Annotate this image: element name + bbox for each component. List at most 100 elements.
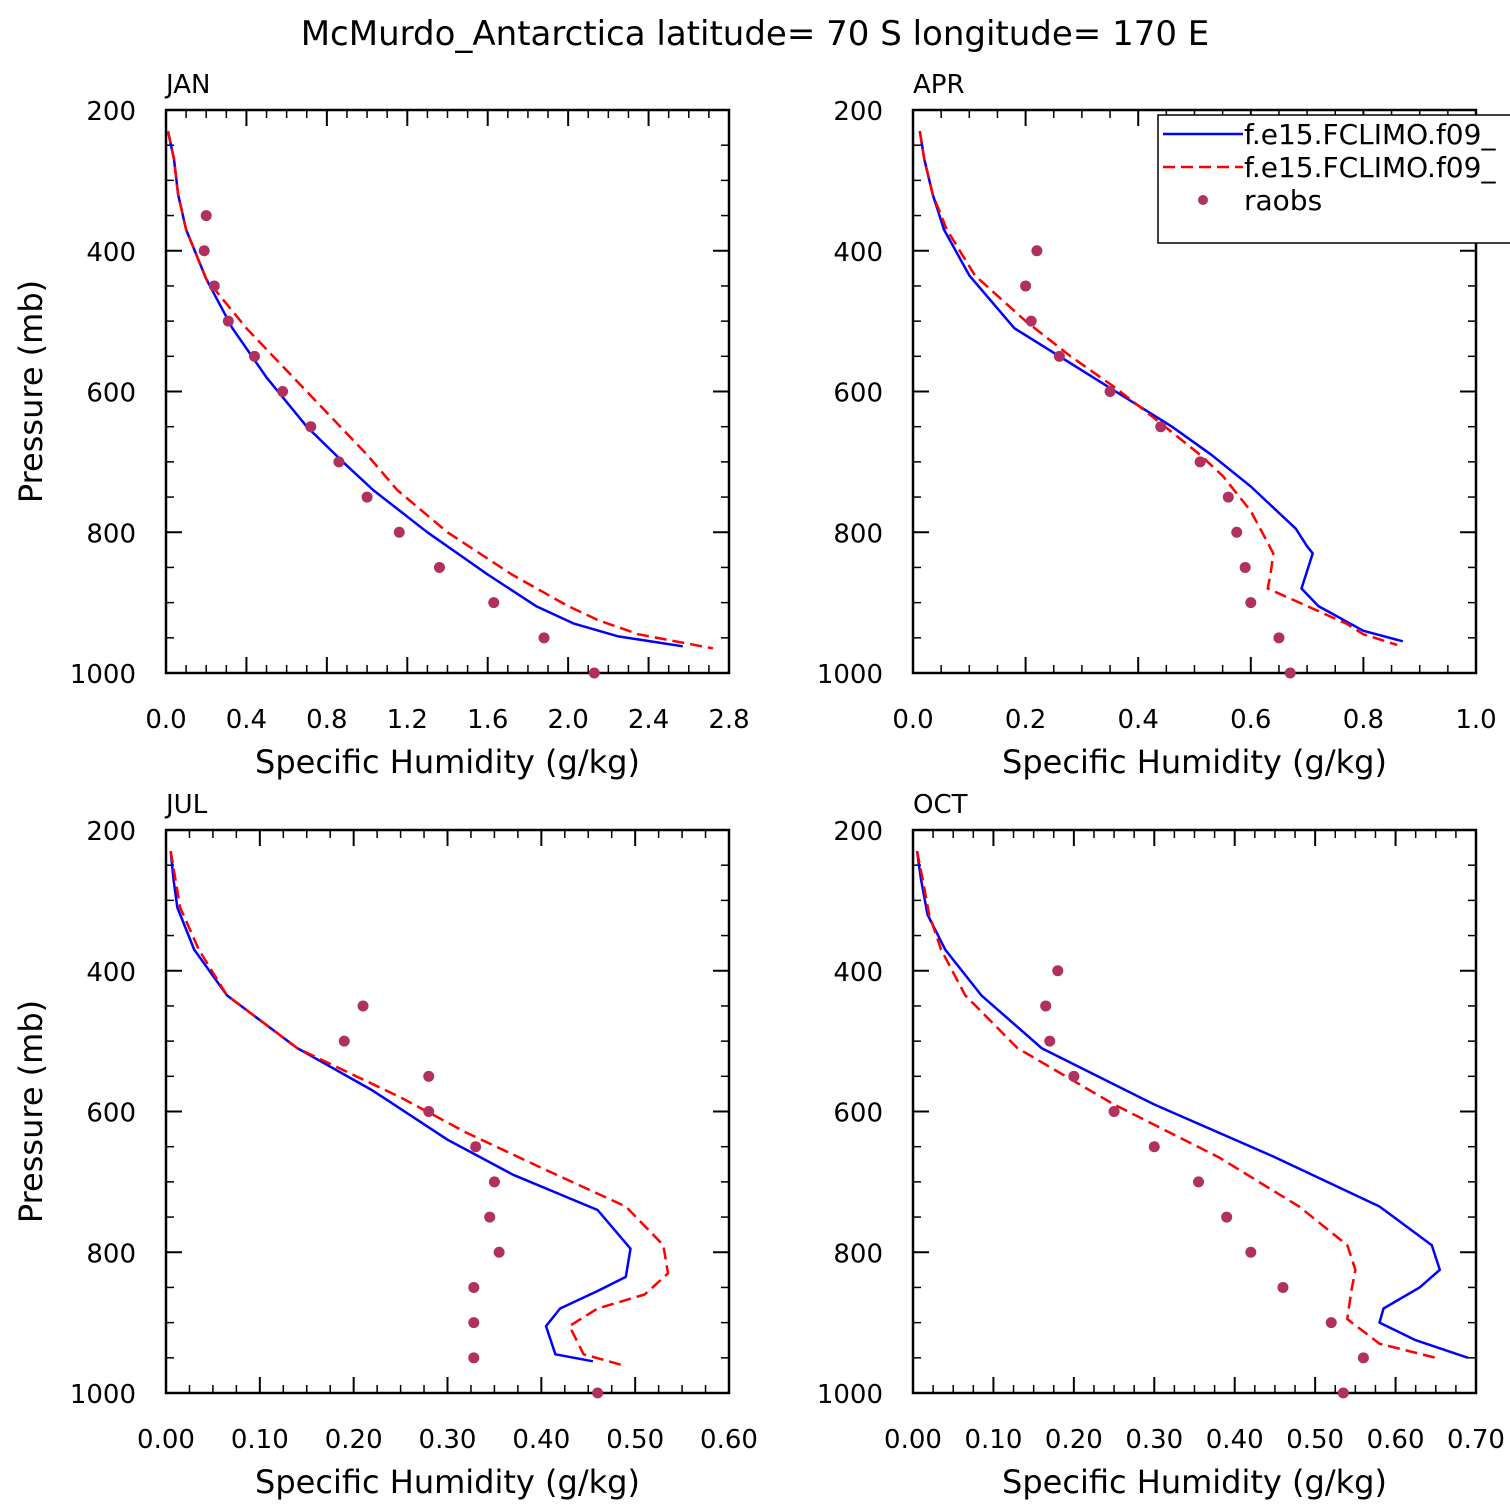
- x-tick-label: 0.30: [419, 1425, 477, 1455]
- x-tick-label: 0.60: [700, 1425, 758, 1455]
- model1-line: [918, 130, 1404, 643]
- raobs-point: [588, 667, 600, 679]
- x-tick-label: 2.8: [708, 705, 749, 735]
- x-tick-label: 0.6: [1230, 705, 1271, 735]
- x-tick-label: 0.4: [1118, 705, 1159, 735]
- y-tick-label: 400: [86, 238, 136, 268]
- plot-frame: [911, 828, 1478, 1395]
- raobs-point: [198, 245, 210, 257]
- raobs-point: [423, 1106, 435, 1117]
- panels-container: JAN 0.0 0.4 0.8 1.2 1.6 2.0 2.4 2.8 200 400 600 800 1…: [12, 70, 1505, 1501]
- raobs-point: [1221, 1211, 1233, 1223]
- x-tick-label: 0.10: [231, 1425, 289, 1455]
- x-tick-label: 0.0: [145, 705, 186, 735]
- model1-line: [166, 130, 683, 648]
- raobs-point: [1325, 1317, 1337, 1329]
- legend-box: [1157, 114, 1510, 244]
- y-tick-label: 800: [833, 519, 883, 549]
- x-tick-label: 2.0: [547, 705, 588, 735]
- panel-oct: OCT 0.00 0.10 0.20 0.30 0.40 0.50 0.60 0.70 200 40…: [817, 790, 1505, 1501]
- y-tick-label: 600: [833, 1099, 883, 1129]
- y-tick-label: 600: [86, 379, 136, 409]
- x-tick-label: 0.50: [1286, 1425, 1344, 1455]
- legend-label-raobs: raobs: [1244, 184, 1322, 217]
- y-tick-label: 400: [833, 958, 883, 988]
- raobs-point: [1068, 1070, 1080, 1082]
- x-tick-label: 0.2: [1005, 705, 1046, 735]
- x-tick-label: 0.30: [1125, 1425, 1183, 1455]
- raobs-point: [484, 1211, 496, 1223]
- raobs-point: [1273, 632, 1285, 644]
- x-tick-label: 0.40: [512, 1425, 570, 1455]
- y-tick-label: 1000: [817, 1380, 883, 1410]
- raobs-point: [468, 1352, 480, 1364]
- x-tick-label: 0.8: [306, 705, 347, 735]
- panel-apr: APR 0.0 0.2 0.4 0.6 0.8 1.0 200 400 600 800 1000 Spe…: [817, 70, 1497, 781]
- legend-label-model1: f.e15.FCLIMO.f09_: [1244, 118, 1496, 151]
- raobs-point: [488, 597, 500, 609]
- y-tick-label: 800: [86, 519, 136, 549]
- y-tick-label: 400: [86, 958, 136, 988]
- model2-line: [918, 130, 1398, 647]
- x-tick-label: 0.4: [226, 705, 267, 735]
- raobs-point: [1193, 1176, 1205, 1188]
- raobs-point: [1052, 965, 1064, 977]
- x-tick-label: 0.20: [1045, 1425, 1103, 1455]
- x-tick-label: 0.0: [892, 705, 933, 735]
- raobs-point: [1053, 350, 1065, 362]
- raobs-point: [1284, 667, 1296, 679]
- raobs-point: [1155, 421, 1167, 433]
- raobs-point: [592, 1387, 604, 1399]
- x-tick-label: 0.60: [1367, 1425, 1425, 1455]
- y-tick-label: 1000: [70, 660, 136, 690]
- model1-line: [915, 850, 1469, 1359]
- x-axis-label: Specific Humidity (g/kg): [255, 1463, 640, 1501]
- raobs-point: [1277, 1281, 1289, 1293]
- x-tick-label: 0.70: [1447, 1425, 1505, 1455]
- legend-swatch-raobs: [1198, 195, 1208, 205]
- raobs-point: [1194, 456, 1206, 468]
- x-tick-label: 1.6: [467, 705, 508, 735]
- raobs-point: [200, 210, 212, 222]
- y-tick-label: 200: [833, 817, 883, 847]
- plot-frame: [164, 828, 731, 1395]
- raobs-point: [1044, 1035, 1056, 1047]
- y-tick-label: 1000: [817, 660, 883, 690]
- y-tick-label: 800: [833, 1239, 883, 1269]
- raobs-point: [248, 350, 260, 362]
- raobs-point: [1040, 1000, 1052, 1012]
- raobs-point: [1222, 491, 1234, 503]
- x-tick-label: 0.00: [884, 1425, 942, 1455]
- y-tick-label: 600: [86, 1099, 136, 1129]
- raobs-point: [423, 1070, 435, 1082]
- panel-jan: JAN 0.0 0.4 0.8 1.2 1.6 2.0 2.4 2.8 200 400 600 800 1…: [12, 70, 750, 781]
- y-tick-label: 600: [833, 379, 883, 409]
- raobs-point: [470, 1141, 482, 1153]
- legend-label-model2: f.e15.FCLIMO.f09_: [1244, 151, 1496, 184]
- y-tick-label: 200: [86, 817, 136, 847]
- x-tick-label: 0.10: [964, 1425, 1022, 1455]
- raobs-point: [1231, 526, 1243, 538]
- x-axis-label: Specific Humidity (g/kg): [1002, 743, 1387, 781]
- y-axis-label: Pressure (mb): [12, 280, 50, 503]
- y-tick-label: 800: [86, 1239, 136, 1269]
- raobs-point: [1148, 1141, 1160, 1153]
- x-tick-label: 1.2: [387, 705, 428, 735]
- x-tick-label: 0.40: [1206, 1425, 1264, 1455]
- raobs-point: [357, 1000, 369, 1012]
- model1-line: [169, 850, 632, 1363]
- raobs-point: [488, 1176, 500, 1188]
- panel-label: APR: [913, 70, 965, 100]
- raobs-point: [468, 1317, 480, 1329]
- model2-line: [915, 850, 1437, 1360]
- x-tick-label: 0.00: [137, 1425, 195, 1455]
- raobs-point: [1337, 1387, 1349, 1399]
- figure-title: McMurdo_Antarctica latitude= 70 S longit…: [301, 14, 1210, 54]
- raobs-point: [305, 421, 317, 433]
- panel-label: JAN: [164, 70, 210, 100]
- y-tick-label: 1000: [70, 1380, 136, 1410]
- panel-jul: JUL 0.00 0.10 0.20 0.30 0.40 0.50 0.60 200 400 600…: [12, 790, 758, 1501]
- raobs-point: [361, 491, 373, 503]
- raobs-point: [538, 632, 550, 644]
